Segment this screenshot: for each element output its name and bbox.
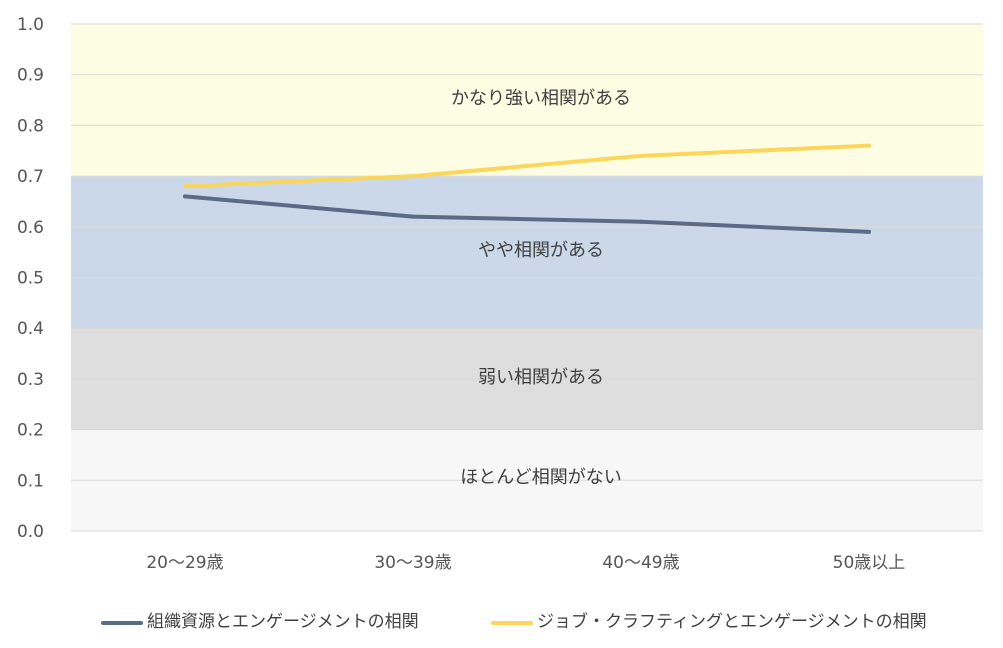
y-tick-label: 0.6 [17, 218, 44, 238]
y-tick-label: 0.5 [17, 269, 44, 289]
y-tick-label: 0.3 [17, 370, 44, 390]
y-tick-label: 0.7 [17, 167, 44, 187]
grid-layer [71, 23, 983, 532]
y-axis: 0.0 0.1 0.2 0.3 0.4 0.5 0.6 0.7 0.8 0.9 1.0 [17, 15, 44, 542]
band-label-0: ほとんど相関がない [460, 467, 621, 488]
series-layer [183, 143, 871, 234]
series-0-point-2 [639, 219, 643, 224]
y-tick-label: 1.0 [17, 15, 44, 35]
y-tick-label: 0.0 [17, 522, 44, 542]
band-3 [71, 24, 983, 177]
legend-label-1: ジョブ・クラフティングとエンゲージメントの相関 [537, 611, 927, 632]
y-tick-label: 0.2 [17, 421, 44, 441]
x-tick-label: 40〜49歳 [602, 553, 679, 573]
x-tick-label: 30〜39歳 [374, 553, 451, 573]
band-label-2: やや相関がある [478, 240, 604, 261]
band-label-1: 弱い相関がある [478, 367, 604, 388]
series-1-point-2 [639, 153, 643, 158]
legend-label-0: 組織資源とエンゲージメントの相関 [147, 612, 419, 632]
series-0-point-3 [867, 229, 871, 234]
series-line-1 [183, 143, 871, 189]
series-line-0 [183, 194, 871, 234]
y-tick-label: 0.8 [17, 116, 44, 136]
y-tick-label: 0.9 [17, 66, 44, 86]
band-label-3: かなり強い相関がある [451, 88, 631, 109]
x-tick-label: 20〜29歳 [146, 553, 223, 573]
series-1-point-3 [867, 143, 871, 148]
x-axis: 20〜29歳 30〜39歳 40〜49歳 50歳以上 [146, 553, 905, 573]
series-0-point-0 [183, 194, 187, 199]
series-1-point-0 [183, 184, 187, 189]
legend: 組織資源とエンゲージメントの相関 ジョブ・クラフティングとエンゲージメントの相関 [101, 611, 927, 632]
y-tick-label: 0.4 [17, 319, 44, 339]
series-1-point-1 [411, 174, 415, 179]
series-0-point-1 [411, 214, 415, 219]
x-tick-label: 50歳以上 [833, 553, 906, 573]
y-tick-label: 0.1 [17, 471, 44, 491]
